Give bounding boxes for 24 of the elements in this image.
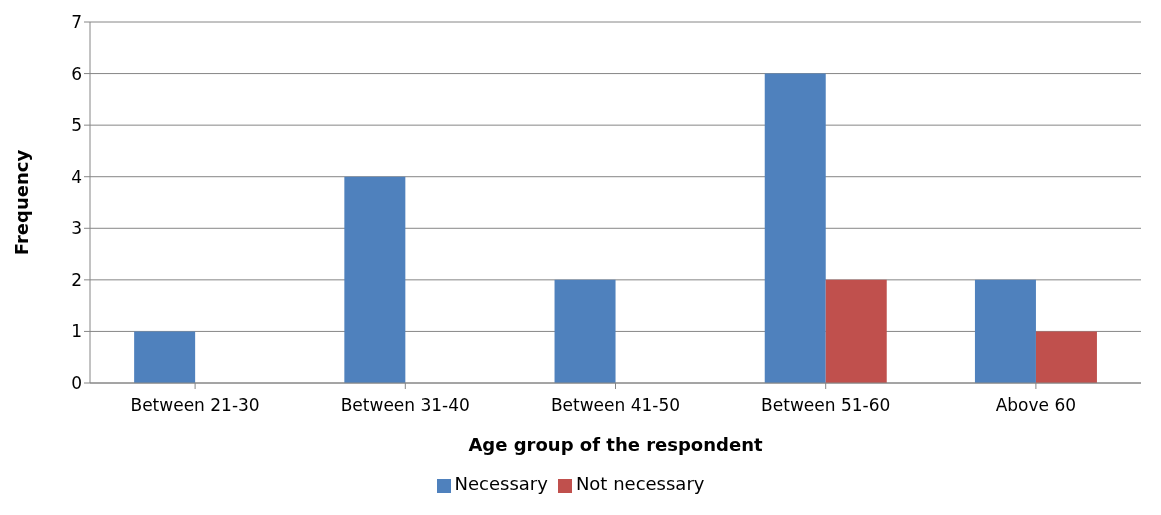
y-tick-label: 7 <box>71 12 82 33</box>
x-tick-label: Between 21-30 <box>130 395 260 416</box>
y-tick-label: 6 <box>71 63 82 84</box>
bar <box>825 279 887 383</box>
y-tick-label: 2 <box>71 269 82 290</box>
bar <box>134 331 196 383</box>
y-tick-label: 1 <box>71 321 82 342</box>
bar <box>1035 331 1097 383</box>
y-tick-label: 5 <box>71 115 82 136</box>
bar <box>344 176 406 383</box>
bar <box>974 279 1036 383</box>
y-tick-label: 3 <box>71 218 82 239</box>
bar <box>554 279 616 383</box>
legend-label: Necessary <box>454 473 548 494</box>
x-tick-label: Between 41-50 <box>550 395 681 416</box>
y-tick-label: 0 <box>71 373 82 394</box>
x-tick-label: Between 31-40 <box>340 395 470 416</box>
x-axis-title: Age group of the respondent <box>468 434 763 455</box>
legend-label: Not necessary <box>575 473 705 494</box>
x-tick-label: Above 60 <box>995 395 1077 416</box>
x-tick-label: Between 51-60 <box>761 395 891 416</box>
y-tick-label: 4 <box>71 166 82 187</box>
y-axis-title: Frequency <box>11 149 33 256</box>
bar <box>764 73 826 383</box>
